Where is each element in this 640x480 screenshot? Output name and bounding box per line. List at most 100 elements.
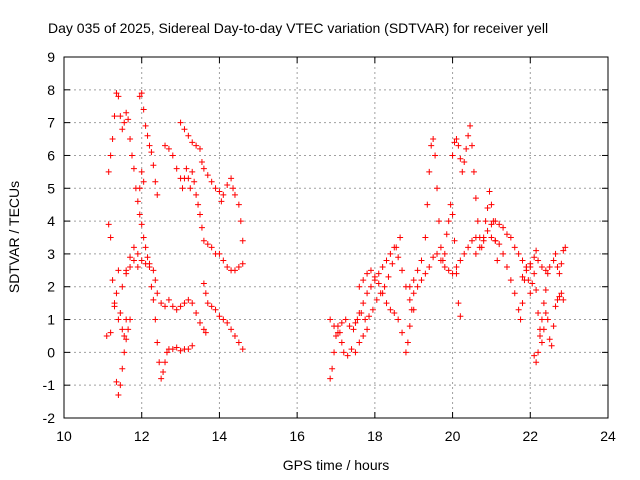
data-point	[119, 126, 126, 133]
data-point	[364, 270, 371, 277]
data-point	[538, 264, 545, 271]
x-tick-label: 16	[289, 428, 305, 444]
data-point	[410, 290, 417, 297]
data-point	[533, 359, 540, 366]
data-point	[488, 201, 495, 208]
data-point	[197, 211, 203, 218]
data-point	[546, 336, 553, 343]
data-point	[362, 316, 369, 323]
data-point	[103, 332, 110, 339]
data-point	[235, 264, 242, 271]
data-point	[525, 277, 532, 284]
x-tick-label: 12	[134, 428, 150, 444]
data-point	[544, 316, 551, 323]
data-point	[177, 347, 184, 354]
x-tick-label: 14	[212, 428, 228, 444]
data-point	[123, 336, 130, 343]
data-point	[422, 234, 429, 241]
data-point	[540, 326, 547, 333]
data-point	[371, 277, 378, 284]
data-point	[154, 191, 161, 198]
data-point	[449, 270, 456, 277]
y-tick-label: 8	[47, 82, 55, 98]
data-point	[185, 346, 192, 353]
data-point	[480, 237, 487, 244]
data-point	[327, 375, 334, 382]
data-point	[230, 185, 237, 192]
data-point	[395, 316, 402, 323]
data-point	[461, 250, 468, 257]
data-point	[511, 290, 518, 297]
data-point	[560, 296, 567, 303]
data-point	[366, 313, 373, 320]
data-point	[239, 346, 246, 353]
data-point	[109, 136, 116, 143]
data-point	[130, 165, 137, 172]
data-point	[554, 264, 561, 271]
data-point	[191, 178, 198, 185]
data-point	[235, 201, 242, 208]
data-point	[121, 349, 128, 356]
data-point	[220, 191, 227, 198]
data-point	[519, 257, 526, 264]
data-point	[455, 142, 462, 149]
data-point	[130, 257, 137, 264]
data-point	[435, 218, 442, 225]
data-point	[469, 142, 475, 149]
data-point	[208, 303, 215, 310]
y-tick-label: 1	[47, 312, 55, 328]
data-point	[367, 267, 374, 274]
data-point	[445, 267, 452, 274]
x-tick-label: 20	[445, 428, 461, 444]
data-point	[531, 270, 538, 277]
data-point	[113, 378, 120, 385]
data-point	[177, 119, 184, 126]
data-point	[445, 218, 452, 225]
data-point	[152, 178, 159, 185]
x-tick-label: 24	[600, 428, 616, 444]
data-point	[134, 198, 141, 205]
data-point	[162, 142, 169, 149]
data-point	[187, 185, 194, 192]
data-point	[459, 168, 466, 175]
data-point	[189, 342, 196, 349]
data-point	[550, 257, 557, 264]
data-point	[224, 319, 231, 326]
data-point	[181, 300, 188, 307]
data-point	[511, 244, 518, 251]
data-point	[457, 155, 464, 162]
data-point	[364, 326, 371, 333]
data-point	[152, 316, 159, 323]
y-axis-label: SDTVAR / TECUs	[6, 181, 22, 293]
data-point	[346, 323, 353, 330]
data-point	[185, 132, 192, 139]
data-point	[535, 309, 542, 316]
data-point	[179, 185, 186, 192]
data-point	[443, 231, 450, 238]
data-point	[216, 188, 223, 195]
data-point	[451, 237, 458, 244]
data-point	[212, 185, 219, 192]
data-point	[430, 254, 437, 261]
data-point	[414, 283, 421, 290]
data-point	[531, 254, 538, 261]
data-point	[138, 257, 145, 264]
data-point	[340, 349, 347, 356]
data-point	[115, 316, 122, 323]
data-point	[496, 241, 503, 248]
data-point	[200, 280, 207, 287]
data-point	[144, 132, 151, 139]
data-point	[406, 283, 413, 290]
data-point	[369, 306, 376, 313]
data-point	[375, 280, 382, 287]
y-tick-label: 2	[47, 279, 55, 295]
data-point	[127, 264, 134, 271]
data-point	[430, 136, 437, 143]
data-point	[228, 175, 235, 182]
data-point	[453, 136, 460, 143]
data-point	[127, 254, 134, 261]
data-point	[204, 241, 211, 248]
data-point	[193, 309, 200, 316]
data-point	[354, 316, 361, 323]
data-point	[115, 93, 122, 100]
